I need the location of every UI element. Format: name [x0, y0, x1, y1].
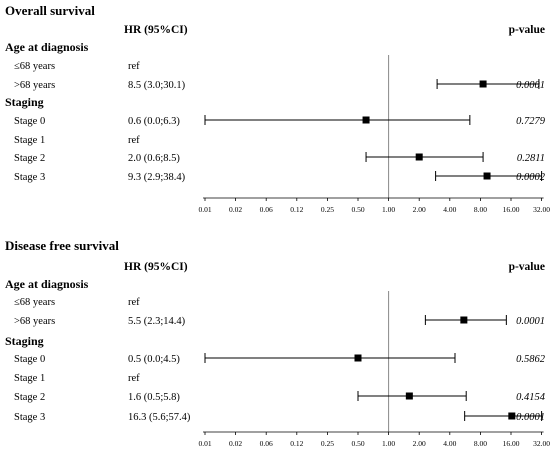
- panel2-row-label: Stage 3: [14, 412, 45, 423]
- panel1-hr-text: 9.3 (2.9;38.4): [128, 172, 186, 183]
- panel2-title: Disease free survival: [5, 238, 119, 253]
- panel1-row-label: Stage 1: [14, 135, 45, 146]
- panel1-hr-text: ref: [128, 61, 140, 72]
- panel1-tick-label: 4.00: [443, 205, 456, 214]
- panel2-tick-label: 0.12: [290, 439, 303, 448]
- panel1-row-label: Stage 0: [14, 116, 45, 127]
- panel2-tick-label: 16.00: [503, 439, 520, 448]
- panel1-row-label: Stage 3: [14, 172, 45, 183]
- panel1-row-label: Stage 2: [14, 153, 45, 164]
- panel1-title: Overall survival: [5, 3, 95, 18]
- panel2-hr-text: 16.3 (5.6;57.4): [128, 412, 191, 423]
- panel2-hr-header: HR (95%CI): [124, 261, 188, 273]
- panel1-tick-label: 1.00: [382, 205, 395, 214]
- panel1-tick-label: 0.06: [260, 205, 273, 214]
- panel2-row-label: Stage 1: [14, 373, 45, 384]
- panel1-tick-label: 32.00: [533, 205, 550, 214]
- panel2-p-value: 0.5862: [516, 354, 546, 365]
- panel2-row-label: ≤68 years: [14, 297, 55, 308]
- panel1-group-label: Age at diagnosis: [5, 40, 89, 54]
- panel1-row-label: >68 years: [14, 80, 55, 91]
- panel1-tick-label: 2.00: [413, 205, 426, 214]
- panel2-tick-label: 0.02: [229, 439, 242, 448]
- panel1-point-estimate: [415, 153, 423, 161]
- panel2-p-header: p-value: [509, 261, 545, 273]
- panel2-group-label: Staging: [5, 334, 44, 348]
- panel2-hr-text: 5.5 (2.3;14.4): [128, 316, 186, 327]
- panel2-row-label: Stage 2: [14, 392, 45, 403]
- panel2-tick-label: 32.00: [533, 439, 550, 448]
- panel2-hr-text: ref: [128, 297, 140, 308]
- panel2-tick-label: 1.00: [382, 439, 395, 448]
- panel1-tick-label: 8.00: [474, 205, 487, 214]
- panel1-group-label: Staging: [5, 95, 44, 109]
- panel2-tick-label: 0.01: [198, 439, 211, 448]
- panel1-p-value: 0.2811: [517, 153, 545, 164]
- panel2-tick-label: 0.50: [351, 439, 364, 448]
- panel2-tick-label: 0.06: [260, 439, 273, 448]
- panel2-point-estimate: [460, 316, 468, 324]
- panel1-row-label: ≤68 years: [14, 61, 55, 72]
- panel1-hr-text: 2.0 (0.6;8.5): [128, 153, 180, 164]
- panel2-p-value: 0.0001: [516, 316, 545, 327]
- panel2-tick-label: 8.00: [474, 439, 487, 448]
- panel1-tick-label: 16.00: [503, 205, 520, 214]
- panel1-hr-text: 8.5 (3.0;30.1): [128, 80, 186, 91]
- panel2-hr-text: 0.5 (0.0;4.5): [128, 354, 180, 365]
- panel1-tick-label: 0.50: [351, 205, 364, 214]
- panel1-tick-label: 0.12: [290, 205, 303, 214]
- panel1-p-header: p-value: [509, 24, 545, 36]
- panel2-hr-text: 1.6 (0.5;5.8): [128, 392, 180, 403]
- panel2-group-label: Age at diagnosis: [5, 277, 89, 291]
- panel2-row-label: >68 years: [14, 316, 55, 327]
- panel1-point-estimate: [362, 116, 370, 124]
- panel2-point-estimate: [354, 354, 362, 362]
- panel1-tick-label: 0.25: [321, 205, 334, 214]
- panel1-p-value: 0.0001: [516, 80, 545, 91]
- panel2-p-value: 0.4154: [516, 392, 546, 403]
- panel1-point-estimate: [483, 172, 491, 180]
- panel2-tick-label: 2.00: [413, 439, 426, 448]
- panel1-hr-text: 0.6 (0.0;6.3): [128, 116, 180, 127]
- panel1-p-value: 0.0002: [516, 172, 546, 183]
- panel2-point-estimate: [405, 392, 413, 400]
- panel2-hr-text: ref: [128, 373, 140, 384]
- panel1-tick-label: 0.01: [198, 205, 211, 214]
- panel1-hr-text: ref: [128, 135, 140, 146]
- panel1-hr-header: HR (95%CI): [124, 24, 188, 36]
- panel2-tick-label: 0.25: [321, 439, 334, 448]
- panel2-p-value: 0.0001: [516, 412, 545, 423]
- panel2-tick-label: 4.00: [443, 439, 456, 448]
- panel1-tick-label: 0.02: [229, 205, 242, 214]
- panel1-p-value: 0.7279: [516, 116, 546, 127]
- panel2-point-estimate: [508, 412, 516, 420]
- panel2-row-label: Stage 0: [14, 354, 45, 365]
- panel1-point-estimate: [479, 80, 487, 88]
